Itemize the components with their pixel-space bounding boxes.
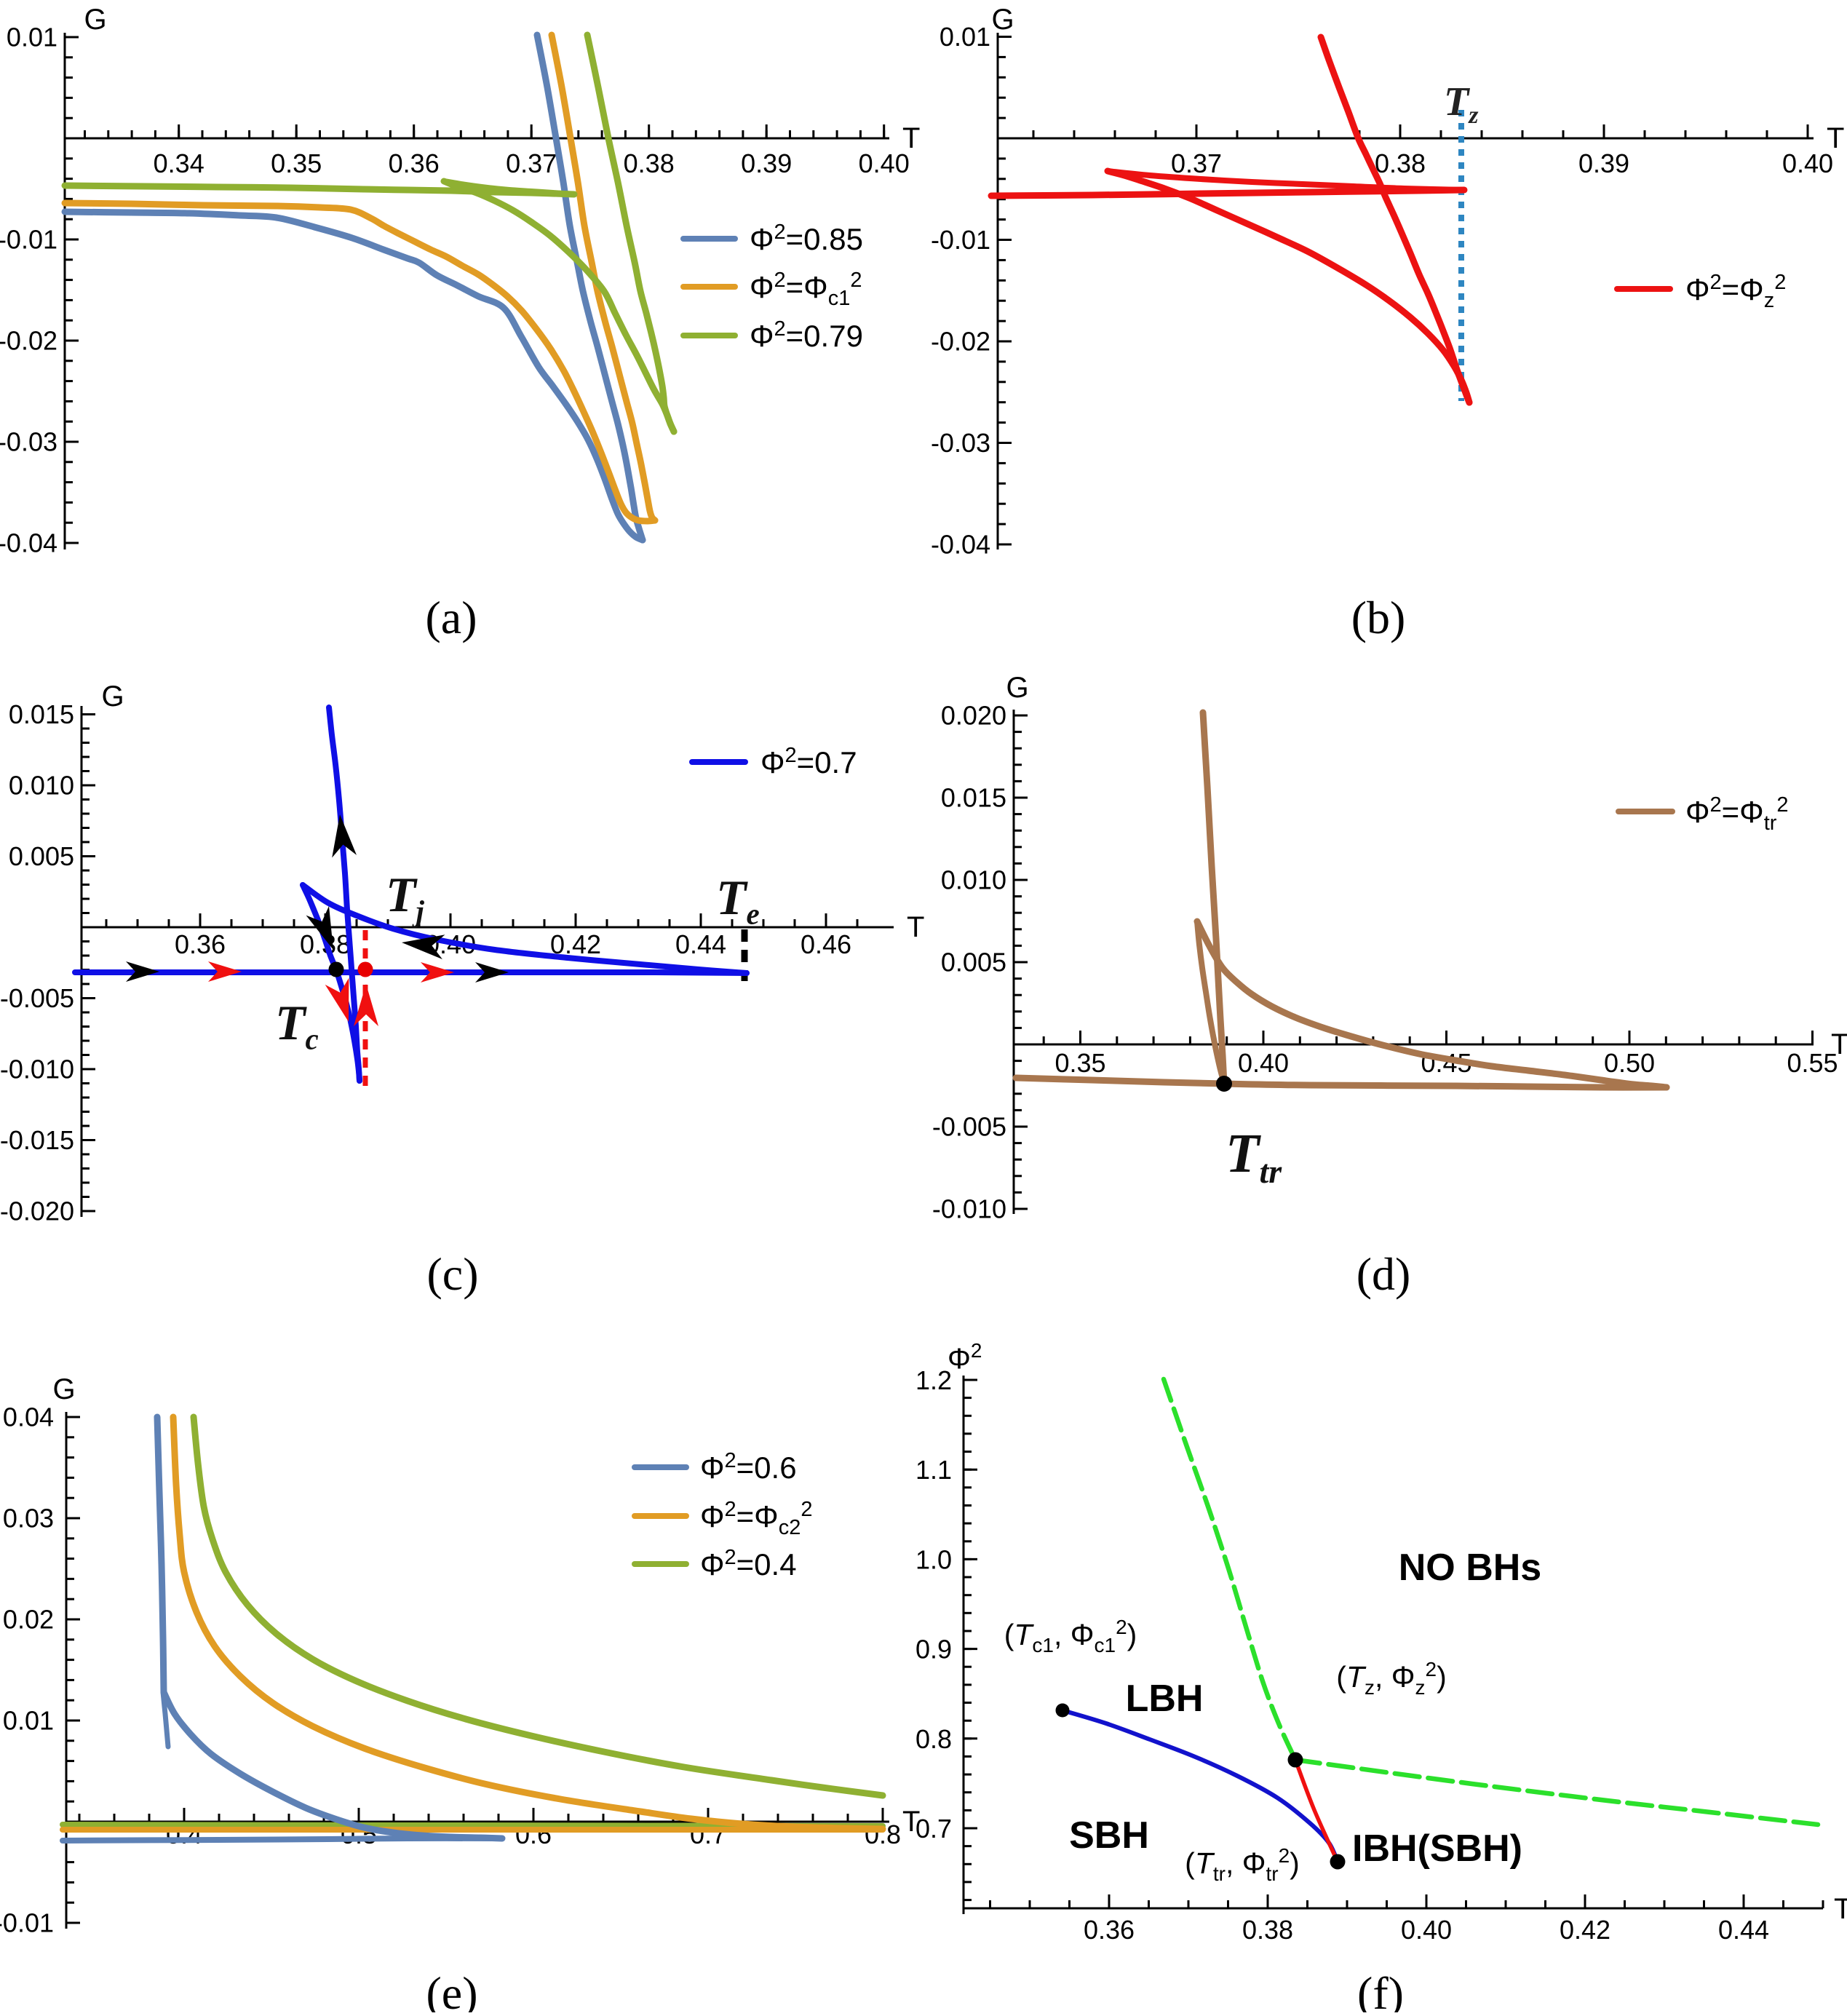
svg-text:1.2: 1.2 <box>915 1365 952 1395</box>
svg-text:-0.005: -0.005 <box>932 1112 1006 1142</box>
svg-text:T: T <box>902 122 920 154</box>
svg-text:-0.02: -0.02 <box>0 326 57 356</box>
svg-text:T: T <box>1827 122 1844 154</box>
svg-text:G: G <box>84 4 106 36</box>
svg-text:0.8: 0.8 <box>915 1724 952 1754</box>
svg-text:0.01: 0.01 <box>940 22 990 52</box>
svg-text:Ttr: Ttr <box>1226 1123 1282 1190</box>
svg-text:0.37: 0.37 <box>1171 148 1222 178</box>
svg-text:0.02: 0.02 <box>3 1605 54 1635</box>
svg-text:0.015: 0.015 <box>9 699 74 729</box>
svg-text:-0.01: -0.01 <box>0 225 57 255</box>
svg-text:Φ2=0.7: Φ2=0.7 <box>760 744 857 779</box>
svg-text:T: T <box>1834 1893 1847 1925</box>
svg-text:G: G <box>991 4 1014 36</box>
svg-text:(f): (f) <box>1357 1967 1404 2012</box>
svg-text:0.010: 0.010 <box>9 771 74 801</box>
svg-text:0.46: 0.46 <box>801 929 851 959</box>
svg-text:0.01: 0.01 <box>3 1706 54 1736</box>
svg-text:Tz: Tz <box>1444 79 1479 129</box>
svg-text:0.38: 0.38 <box>1242 1915 1293 1945</box>
svg-text:Tj: Tj <box>386 867 425 928</box>
svg-text:-0.020: -0.020 <box>0 1196 74 1226</box>
svg-text:-0.02: -0.02 <box>931 327 990 357</box>
svg-text:0.35: 0.35 <box>271 148 322 178</box>
svg-text:(b): (b) <box>1351 592 1406 643</box>
svg-text:0.40: 0.40 <box>1401 1915 1452 1945</box>
svg-text:0.44: 0.44 <box>1718 1915 1769 1945</box>
svg-text:0.38: 0.38 <box>1375 148 1426 178</box>
svg-text:(a): (a) <box>425 592 477 643</box>
svg-text:-0.03: -0.03 <box>931 428 990 458</box>
svg-text:0.39: 0.39 <box>741 148 792 178</box>
svg-text:0.36: 0.36 <box>389 148 440 178</box>
svg-text:-0.010: -0.010 <box>932 1194 1006 1224</box>
svg-text:(Tz, Φz2): (Tz, Φz2) <box>1336 1658 1446 1699</box>
svg-text:0.7: 0.7 <box>915 1814 952 1844</box>
svg-text:0.36: 0.36 <box>175 929 226 959</box>
svg-text:0.50: 0.50 <box>1604 1048 1655 1078</box>
svg-text:-0.010: -0.010 <box>0 1055 74 1084</box>
svg-text:0.015: 0.015 <box>941 783 1006 813</box>
svg-text:IBH(SBH): IBH(SBH) <box>1352 1828 1522 1870</box>
svg-text:1.1: 1.1 <box>915 1455 952 1485</box>
svg-text:0.020: 0.020 <box>941 701 1006 731</box>
svg-text:Tc: Tc <box>275 995 319 1056</box>
svg-text:LBH: LBH <box>1126 1678 1204 1720</box>
svg-text:Φ2=Φz2: Φ2=Φz2 <box>1685 271 1786 312</box>
svg-text:0.44: 0.44 <box>675 929 726 959</box>
svg-text:0.40: 0.40 <box>859 148 910 178</box>
svg-text:0.37: 0.37 <box>506 148 557 178</box>
svg-text:G: G <box>101 680 124 713</box>
svg-text:0.34: 0.34 <box>154 148 204 178</box>
svg-text:0.04: 0.04 <box>3 1402 54 1432</box>
svg-text:(c): (c) <box>426 1248 478 1300</box>
svg-text:(Tc1, Φc12): (Tc1, Φc12) <box>1004 1616 1137 1656</box>
svg-text:(d): (d) <box>1357 1248 1411 1300</box>
svg-text:0.39: 0.39 <box>1578 148 1629 178</box>
svg-text:0.010: 0.010 <box>941 865 1006 895</box>
svg-text:0.42: 0.42 <box>1560 1915 1610 1945</box>
svg-text:0.01: 0.01 <box>7 23 57 52</box>
svg-text:SBH: SBH <box>1069 1814 1149 1857</box>
svg-text:0.005: 0.005 <box>941 948 1006 977</box>
svg-text:T: T <box>907 911 924 943</box>
svg-text:-0.04: -0.04 <box>0 528 57 558</box>
svg-text:1.0: 1.0 <box>915 1544 952 1574</box>
svg-text:Φ2=0.6: Φ2=0.6 <box>700 1449 797 1485</box>
svg-text:Φ2=Φc22: Φ2=Φc22 <box>700 1498 812 1539</box>
svg-text:-0.015: -0.015 <box>0 1125 74 1155</box>
svg-text:Φ2=0.85: Φ2=0.85 <box>750 221 863 256</box>
svg-text:0.38: 0.38 <box>624 148 675 178</box>
svg-text:NO BHs: NO BHs <box>1399 1547 1541 1589</box>
svg-text:Φ2=Φc12: Φ2=Φc12 <box>750 269 862 310</box>
svg-text:Te: Te <box>716 870 760 931</box>
svg-text:G: G <box>1006 672 1028 704</box>
svg-text:Φ2=0.4: Φ2=0.4 <box>700 1546 797 1582</box>
svg-text:-0.01: -0.01 <box>0 1908 54 1938</box>
svg-text:0.03: 0.03 <box>3 1504 54 1533</box>
svg-text:T: T <box>902 1806 920 1838</box>
svg-text:0.35: 0.35 <box>1054 1048 1105 1078</box>
svg-text:-0.04: -0.04 <box>931 530 990 560</box>
svg-text:0.005: 0.005 <box>9 841 74 871</box>
svg-text:0.40: 0.40 <box>1238 1048 1289 1078</box>
svg-text:0.36: 0.36 <box>1084 1915 1135 1945</box>
svg-text:-0.01: -0.01 <box>931 225 990 255</box>
svg-text:0.55: 0.55 <box>1787 1048 1838 1078</box>
svg-text:G: G <box>52 1373 75 1405</box>
svg-text:(Ttr, Φtr2): (Ttr, Φtr2) <box>1185 1844 1300 1885</box>
svg-text:Φ2=0.79: Φ2=0.79 <box>750 317 863 353</box>
svg-text:-0.03: -0.03 <box>0 427 57 457</box>
svg-text:0.40: 0.40 <box>1782 148 1833 178</box>
svg-text:0.9: 0.9 <box>915 1635 952 1664</box>
svg-text:T: T <box>1831 1028 1847 1060</box>
svg-text:(e): (e) <box>426 1967 477 2012</box>
svg-text:Φ2=Φtr2: Φ2=Φtr2 <box>1685 793 1789 835</box>
svg-text:-0.005: -0.005 <box>0 983 74 1013</box>
